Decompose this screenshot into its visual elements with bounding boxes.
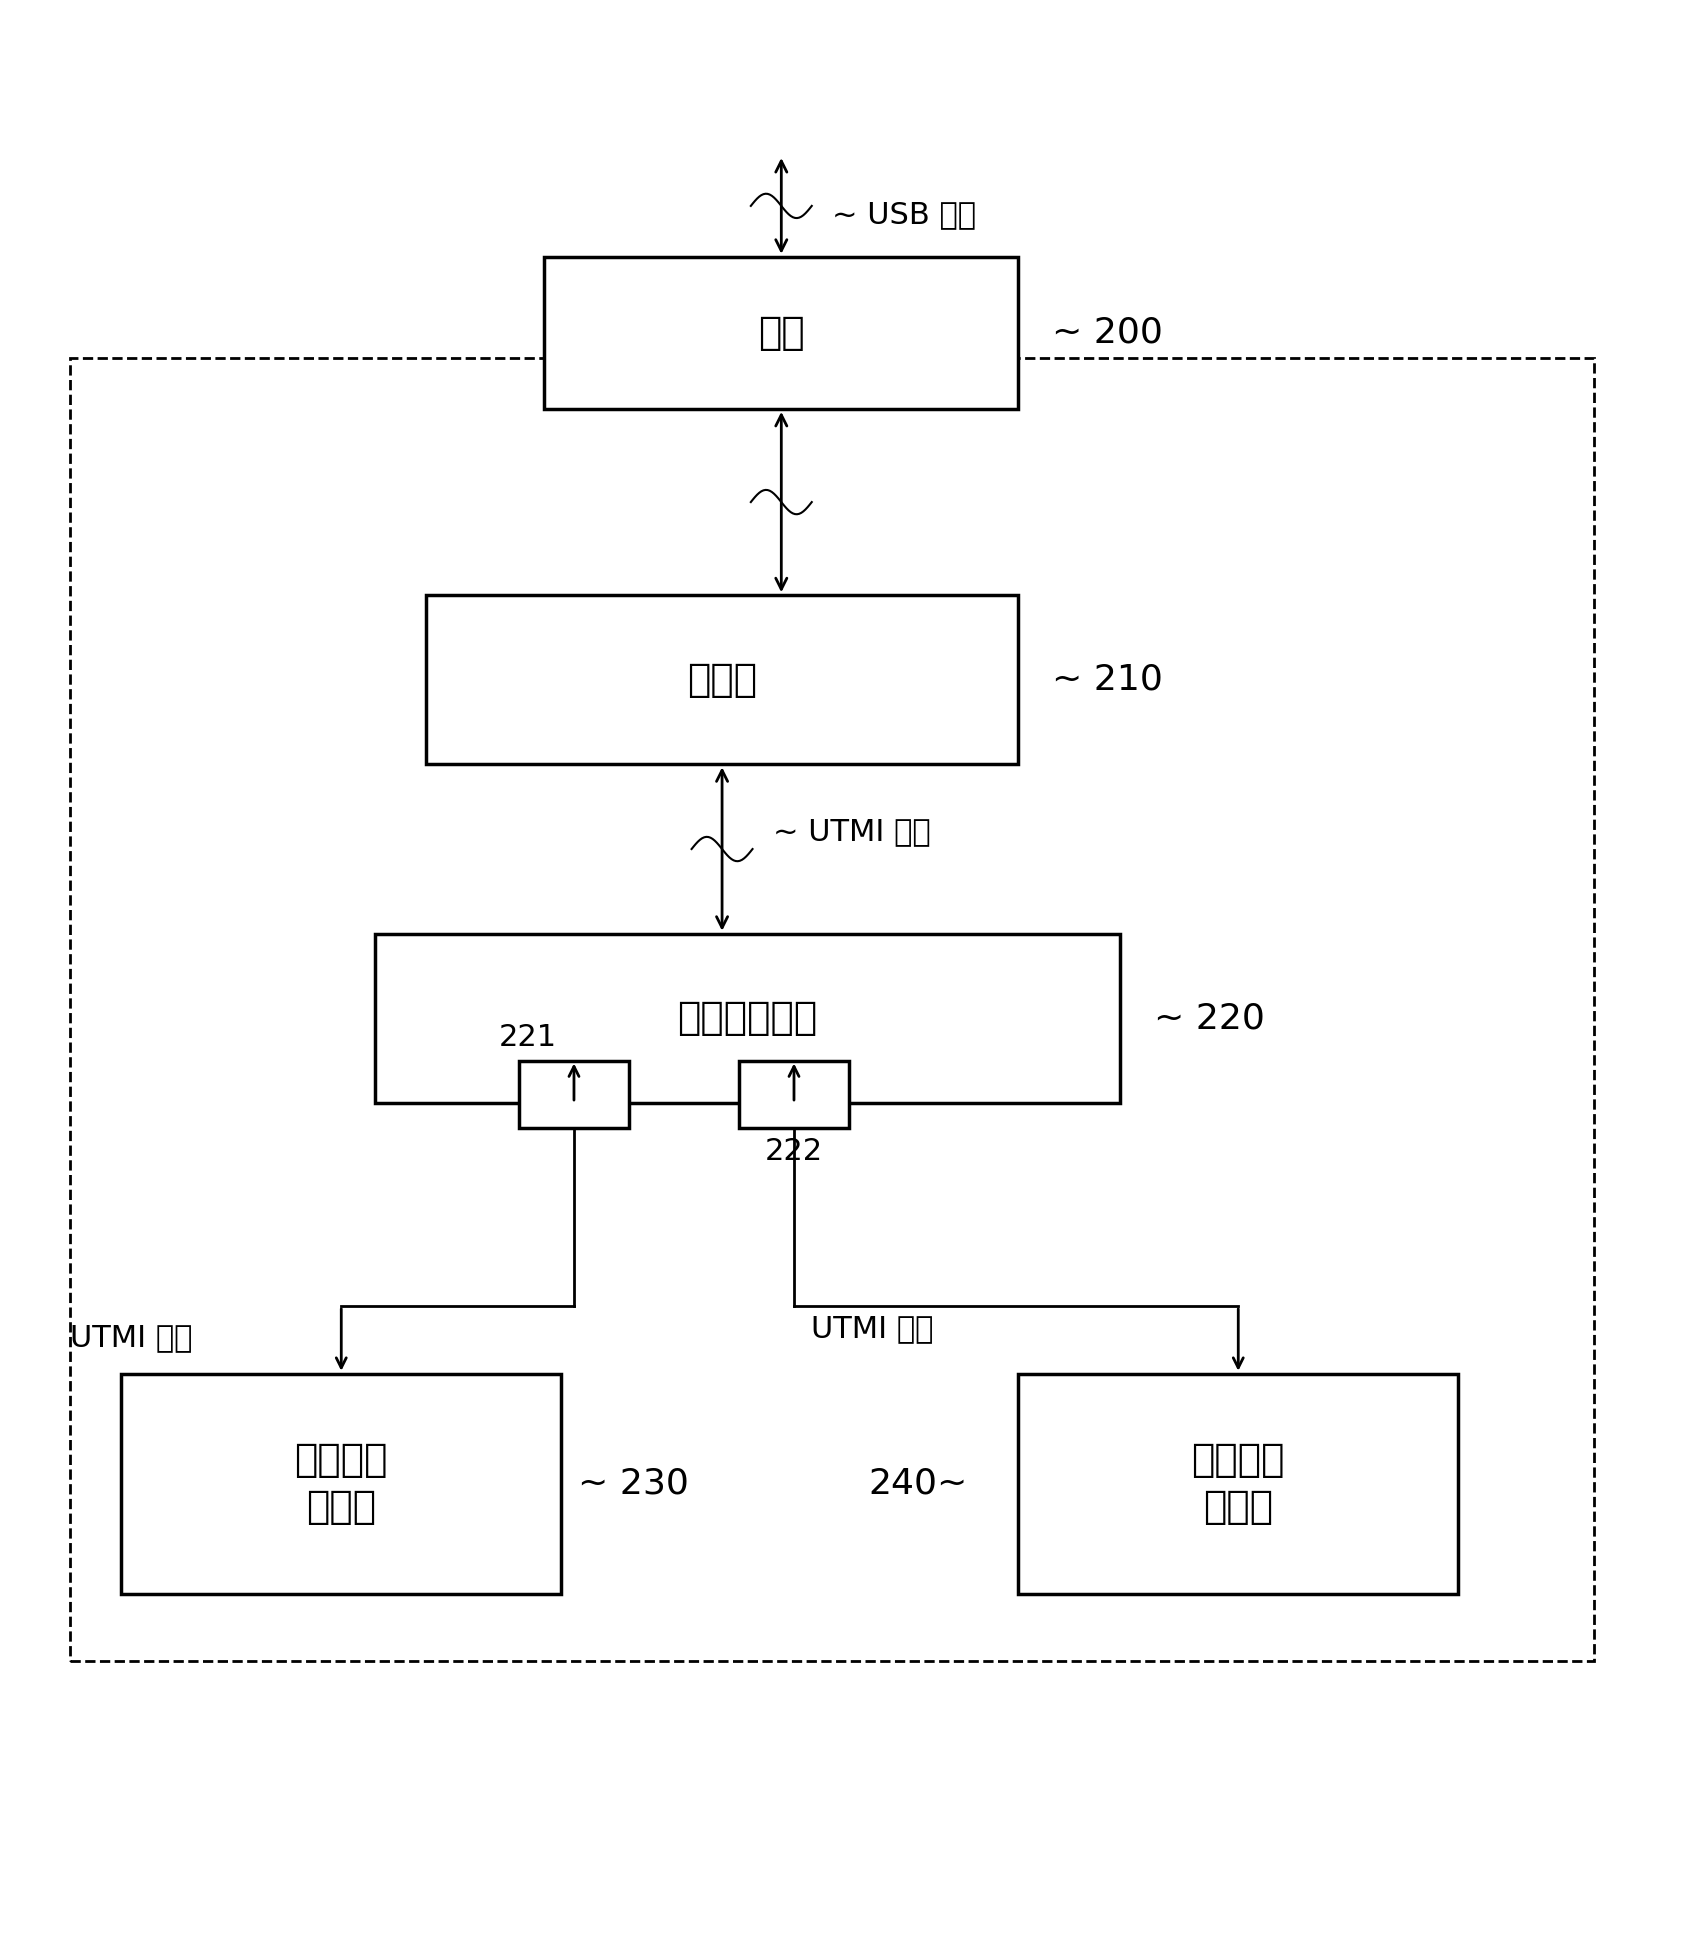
Text: 第一功能
连接层: 第一功能 连接层	[294, 1442, 389, 1527]
Text: ~ 230: ~ 230	[579, 1467, 689, 1502]
FancyBboxPatch shape	[1019, 1374, 1459, 1594]
Text: 221: 221	[499, 1024, 557, 1053]
Text: 222: 222	[764, 1136, 824, 1165]
Text: UTMI 信号: UTMI 信号	[812, 1314, 934, 1343]
Text: ~ 200: ~ 200	[1053, 315, 1163, 350]
Text: UTMI 信号: UTMI 信号	[71, 1324, 194, 1353]
Text: ~ 210: ~ 210	[1053, 664, 1163, 697]
Text: ~ 220: ~ 220	[1153, 1000, 1265, 1035]
Text: ~ UTMI 信号: ~ UTMI 信号	[773, 819, 931, 848]
FancyBboxPatch shape	[375, 935, 1119, 1103]
Text: 第二功能
连接层: 第二功能 连接层	[1192, 1442, 1285, 1527]
FancyBboxPatch shape	[520, 1060, 628, 1128]
Text: 集线器连接层: 集线器连接层	[678, 998, 817, 1037]
Text: 240~: 240~	[868, 1467, 968, 1502]
Text: 主机: 主机	[757, 313, 805, 352]
Text: 实体层: 实体层	[688, 660, 757, 699]
FancyBboxPatch shape	[121, 1374, 562, 1594]
Text: ~ USB 信号: ~ USB 信号	[832, 199, 976, 228]
FancyBboxPatch shape	[426, 596, 1019, 764]
FancyBboxPatch shape	[545, 257, 1019, 408]
FancyBboxPatch shape	[739, 1060, 849, 1128]
